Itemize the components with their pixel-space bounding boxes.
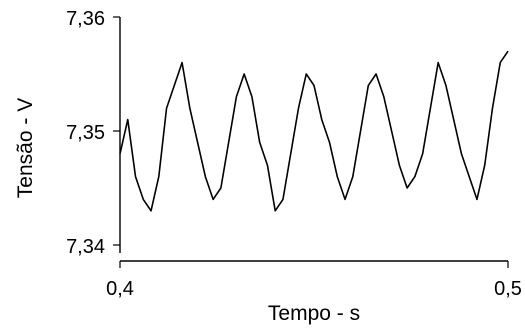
y-axis-label: Tensão - V — [14, 98, 37, 198]
plot-area — [119, 50, 509, 212]
y-axis: 7,36 7,35 7,34 Tensão - V — [14, 8, 121, 258]
x-tick-label-0.5: 0,5 — [494, 278, 522, 300]
y-tick-label-7.36: 7,36 — [66, 8, 105, 30]
y-tick-label-7.34: 7,34 — [66, 236, 105, 258]
x-axis: 0,4 0,5 Tempo - s — [106, 260, 522, 325]
x-axis-label: Tempo - s — [268, 302, 360, 325]
y-tick-label-7.35: 7,35 — [66, 122, 105, 144]
x-tick-label-0.4: 0,4 — [106, 278, 134, 300]
series-line-0 — [119, 50, 509, 212]
